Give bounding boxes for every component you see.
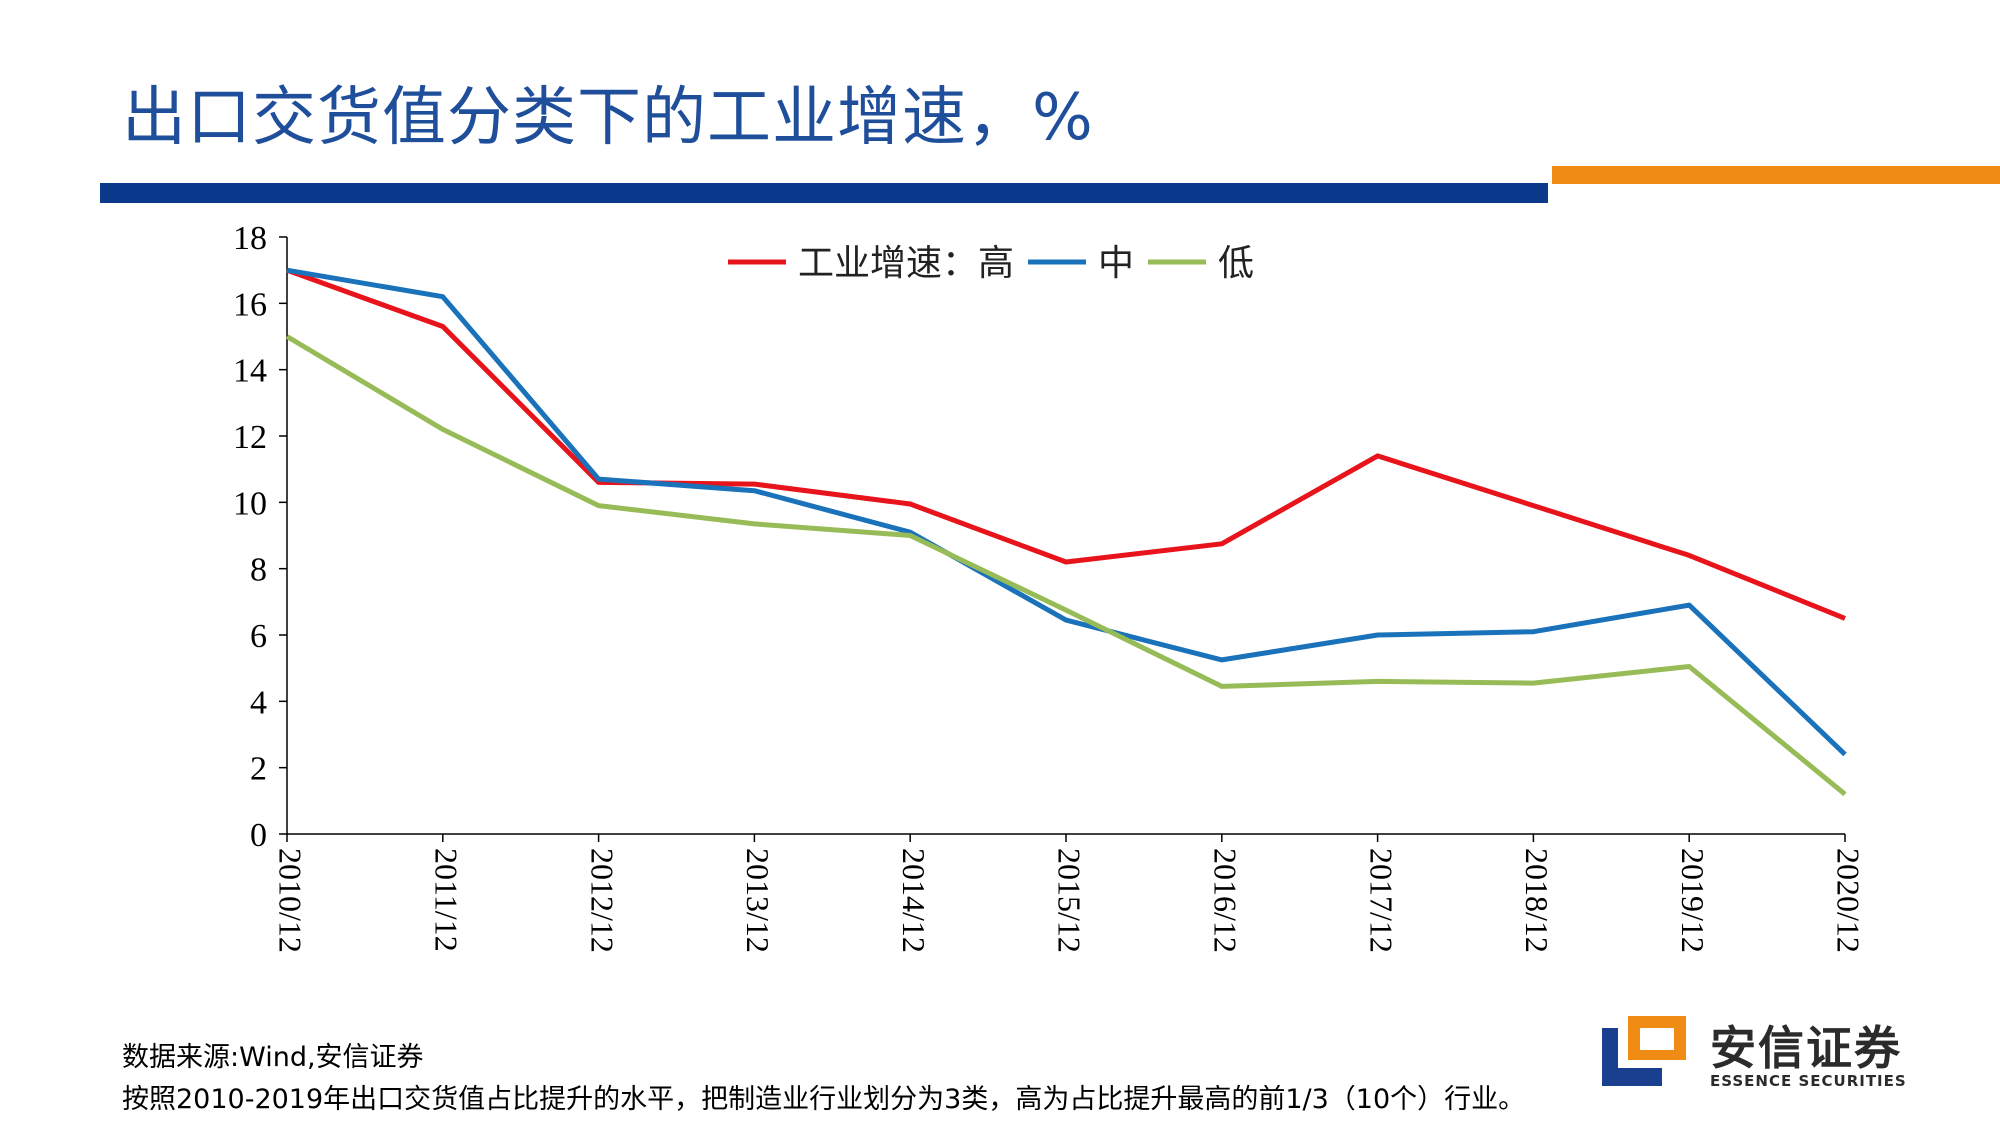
series-line-高 (286, 267, 1846, 621)
x-tick-label: 2013/12 (740, 848, 776, 953)
y-tick-label: 10 (233, 485, 267, 522)
x-tick-label: 2011/12 (428, 848, 464, 952)
y-tick-label: 16 (233, 286, 267, 323)
y-tick-label: 2 (250, 751, 267, 788)
x-tick-label: 2018/12 (1519, 848, 1555, 953)
x-tick-label: 2012/12 (584, 848, 620, 953)
essence-logo-icon (1602, 1016, 1686, 1086)
page-title: 出口交货值分类下的工业增速，% (122, 81, 1094, 155)
company-logo: 安信证券 ESSENCE SECURITIES (1600, 1010, 1930, 1100)
x-tick-label: 2015/12 (1052, 848, 1088, 953)
y-tick-label: 6 (250, 618, 267, 655)
y-tick-label: 0 (250, 817, 267, 854)
x-tick-label: 2020/12 (1831, 848, 1867, 953)
legend-label: 中 (1098, 243, 1134, 284)
title-underline-blue (100, 183, 1548, 203)
x-tick-label: 2010/12 (273, 848, 309, 953)
y-tick-label: 18 (233, 220, 267, 257)
legend-label: 工业增速：高 (798, 243, 1014, 284)
x-tick-label: 2019/12 (1675, 848, 1711, 953)
series-line-低 (285, 334, 1847, 797)
logo-name-cn: 安信证券 (1710, 1021, 1902, 1075)
logo-name-en: ESSENCE SECURITIES (1710, 1072, 1907, 1090)
title-underline-orange (1552, 166, 2000, 184)
y-tick-label: 4 (250, 684, 267, 721)
y-tick-label: 12 (233, 419, 267, 456)
x-tick-label: 2016/12 (1207, 848, 1243, 953)
x-tick-label: 2014/12 (896, 848, 932, 953)
x-tick-label: 2017/12 (1363, 848, 1399, 953)
legend-label: 低 (1218, 243, 1254, 284)
y-tick-label: 14 (233, 353, 267, 390)
chart: 0 2 4 6 8 10 12 14 16 18 2010/12 2011/12 2012/12 2013… (233, 220, 1867, 953)
data-source-note: 数据来源:Wind,安信证券 (122, 1042, 424, 1073)
methodology-note: 按照2010-2019年出口交货值占比提升的水平，把制造业行业划分为3类，高为占… (122, 1084, 1526, 1115)
y-tick-label: 8 (250, 552, 267, 589)
series-line-中 (286, 267, 1847, 757)
